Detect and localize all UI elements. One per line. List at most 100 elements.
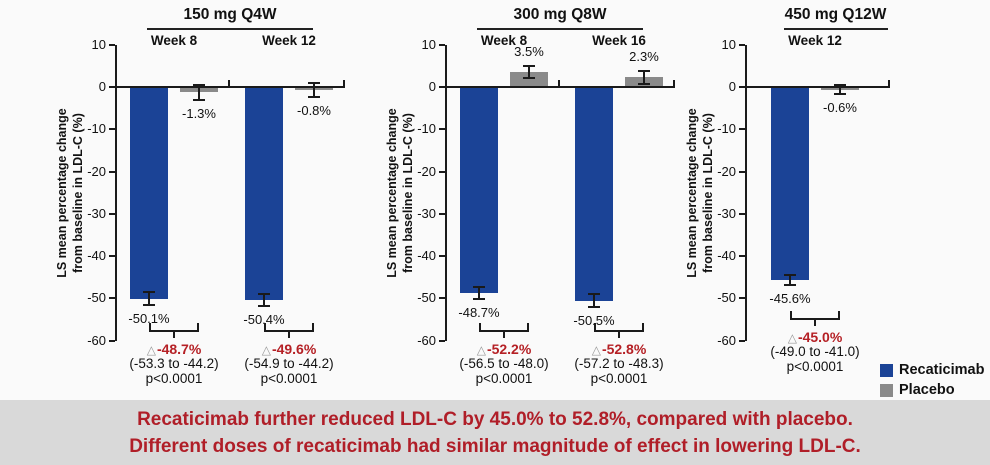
difference-ci: (-57.2 to -48.3) bbox=[574, 356, 664, 371]
y-axis-tick bbox=[739, 339, 745, 342]
bracket-center-tick bbox=[503, 332, 505, 338]
difference-delta-value: -52.8% bbox=[601, 341, 647, 357]
y-axis-tick-label: 10 bbox=[721, 36, 736, 52]
y-axis-tick bbox=[739, 297, 745, 300]
y-axis-tick bbox=[739, 128, 745, 131]
y-axis-tick bbox=[439, 128, 445, 131]
triangle-icon: △ bbox=[591, 343, 601, 357]
bracket-line bbox=[790, 318, 840, 320]
x-axis-baseline bbox=[745, 86, 890, 88]
y-axis-label: LS mean percentage change from baseline i… bbox=[54, 43, 86, 343]
difference-pvalue: p<0.0001 bbox=[260, 371, 318, 386]
bracket-line bbox=[264, 330, 314, 332]
panel-title: 450 mg Q12W bbox=[784, 6, 887, 23]
error-bar-cap-top bbox=[588, 293, 600, 296]
error-bar-cap-top bbox=[473, 286, 485, 289]
error-bar-line bbox=[643, 69, 645, 85]
error-bar-cap-top bbox=[143, 291, 155, 294]
bracket-left-tick bbox=[790, 311, 792, 318]
bracket-center-tick bbox=[288, 332, 290, 338]
y-axis-tick-label: -40 bbox=[417, 248, 436, 264]
y-axis-tick-label: -30 bbox=[717, 205, 736, 221]
legend-swatch-icon bbox=[880, 383, 893, 397]
bracket-center-tick bbox=[173, 332, 175, 338]
recaticimab-value-label: -50.4% bbox=[243, 312, 285, 328]
y-axis-tick bbox=[739, 212, 745, 215]
panel-title: 150 mg Q4W bbox=[183, 6, 277, 23]
bracket-line bbox=[149, 330, 199, 332]
y-axis-tick-label: -50 bbox=[717, 290, 736, 306]
dose-panels-figure: 150 mg Q4W 10 0 -10 -20 -30 -40 -50 -60 LS mean p… bbox=[54, 0, 890, 400]
error-bar-line bbox=[789, 273, 791, 286]
y-axis-label-line2: from baseline in LDL-C (%) bbox=[701, 113, 715, 273]
y-axis-tick bbox=[739, 255, 745, 258]
error-bar-cap-bottom bbox=[588, 305, 600, 308]
y-axis-tick-label: -20 bbox=[717, 163, 736, 179]
y-axis-tick bbox=[109, 255, 115, 258]
y-axis-tick-label: 10 bbox=[91, 36, 106, 52]
bracket-line bbox=[479, 330, 529, 332]
y-axis-tick bbox=[109, 170, 115, 173]
bracket-left-tick bbox=[264, 323, 266, 330]
bracket-left-tick bbox=[594, 323, 596, 330]
y-axis-tick bbox=[109, 297, 115, 300]
difference-delta: △-52.8% bbox=[549, 341, 689, 359]
y-axis-label-line2: from baseline in LDL-C (%) bbox=[401, 113, 415, 273]
chart-panel-2: 300 mg Q8W 10 0 -10 -20 -30 -40 -50 -60 LS mean p… bbox=[330, 0, 675, 400]
difference-delta: △-48.7% bbox=[104, 341, 244, 359]
y-axis-tick bbox=[439, 86, 445, 88]
legend-label: Recaticimab bbox=[899, 362, 985, 378]
error-bar-line bbox=[148, 291, 150, 307]
placebo-value-label: -0.8% bbox=[297, 103, 331, 119]
error-bar-cap-bottom bbox=[143, 304, 155, 307]
error-bar-cap-top bbox=[834, 84, 846, 87]
y-axis-tick bbox=[739, 86, 745, 88]
recaticimab-value-label: -50.5% bbox=[573, 312, 615, 328]
banner-line-2: Different doses of recaticimab had simil… bbox=[129, 435, 861, 457]
y-axis-tick bbox=[439, 297, 445, 300]
triangle-icon: △ bbox=[787, 331, 797, 345]
difference-pvalue: p<0.0001 bbox=[786, 359, 844, 374]
y-axis-tick-label: -10 bbox=[87, 121, 106, 137]
error-bar-cap-bottom bbox=[308, 96, 320, 99]
error-bar-line bbox=[528, 65, 530, 80]
y-axis-tick-label: 10 bbox=[421, 36, 436, 52]
legend: Recaticimab Placebo bbox=[880, 360, 990, 400]
error-bar-cap-top bbox=[258, 292, 270, 295]
y-axis-tick bbox=[109, 339, 115, 342]
legend-swatch-icon bbox=[880, 363, 893, 377]
placebo-value-label: -0.6% bbox=[823, 100, 857, 116]
y-axis-tick bbox=[739, 43, 745, 46]
bracket-center-tick bbox=[618, 332, 620, 338]
y-axis-label: LS mean percentage change from baseline i… bbox=[384, 43, 416, 343]
y-axis-tick bbox=[439, 170, 445, 173]
y-axis-label: LS mean percentage change from baseline i… bbox=[684, 43, 716, 343]
error-bar-line bbox=[198, 83, 200, 102]
y-axis-tick-label: -40 bbox=[717, 248, 736, 264]
banner-line-1: Recaticimab further reduced LDL-C by 45.… bbox=[137, 408, 853, 430]
error-bar-line bbox=[593, 293, 595, 308]
difference-delta-value: -45.0% bbox=[797, 329, 843, 345]
difference-delta: △-49.6% bbox=[219, 341, 359, 359]
difference-ci: (-53.3 to -44.2) bbox=[129, 356, 219, 371]
placebo-value-label: -1.3% bbox=[182, 106, 216, 122]
panel-title: 300 mg Q8W bbox=[513, 6, 607, 23]
panel-title-underline bbox=[783, 28, 888, 30]
error-bar-line bbox=[478, 286, 480, 300]
y-axis-tick-label: 0 bbox=[98, 79, 106, 94]
y-axis-tick-label: 0 bbox=[728, 79, 736, 94]
y-axis-tick bbox=[109, 128, 115, 131]
y-axis-tick-label: -50 bbox=[87, 290, 106, 306]
recaticimab-value-label: -50.1% bbox=[128, 311, 170, 327]
error-bar-cap-top bbox=[638, 69, 650, 72]
y-axis-label-line1: LS mean percentage change bbox=[385, 108, 399, 278]
x-axis-baseline bbox=[115, 86, 345, 88]
x-axis-group-tick bbox=[888, 80, 890, 86]
y-axis-label-line2: from baseline in LDL-C (%) bbox=[71, 113, 85, 273]
bracket-center-tick bbox=[814, 320, 816, 326]
y-axis-tick-label: -60 bbox=[717, 332, 736, 348]
y-axis-tick bbox=[109, 86, 115, 88]
error-bar-cap-bottom bbox=[523, 77, 535, 80]
error-bar-line bbox=[263, 292, 265, 308]
difference-delta-value: -49.6% bbox=[271, 341, 317, 357]
